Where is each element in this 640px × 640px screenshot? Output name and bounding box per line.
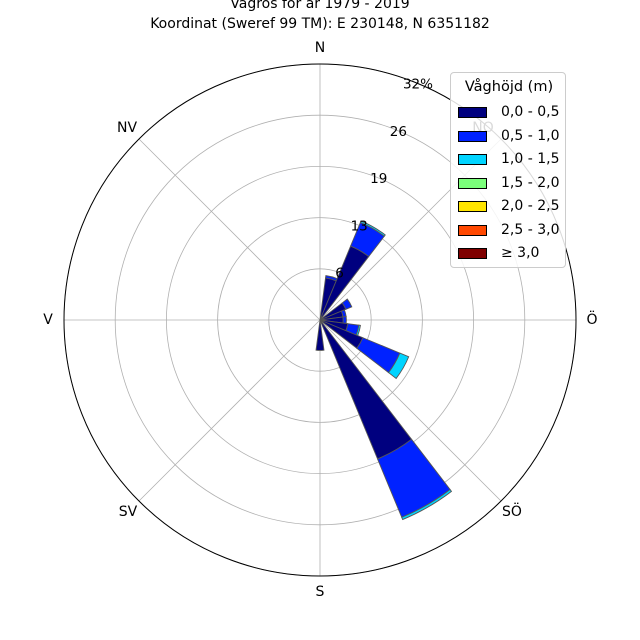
legend-swatch [458,201,487,212]
legend-title: Våghöjd (m) [464,79,554,95]
bar-segment [359,220,386,237]
outer-circle [63,63,577,577]
legend-item: 1,0 - 1,5 [458,151,566,168]
legend-label: 1,0 - 1,5 [501,151,560,167]
direction-label-o: Ö [586,310,597,328]
bar-segment [315,319,325,351]
legend-item: 2,5 - 3,0 [458,221,566,239]
chart-title: Vågros för år 1979 - 2019 Koordinat (Swe… [0,0,640,34]
legend-swatch [458,248,487,259]
legend-item: 0,5 - 1,0 [458,127,566,145]
legend-item: 0,0 - 0,5 [458,104,566,121]
legend-swatch [458,224,487,236]
direction-label-v: V [43,312,53,328]
ring-label: 13 [351,218,368,234]
ring-labels: 6 13 19 26 32% [335,76,433,281]
legend-label: 0,0 - 0,5 [501,104,560,120]
grid-spoke [138,138,321,321]
legend-label: 2,5 - 3,0 [501,221,560,238]
bar-segment [341,298,353,310]
bars [315,220,453,521]
direction-label-so: SÖ [502,502,522,520]
legend-label: 1,5 - 2,0 [501,174,560,191]
legend-label: ≥ 3,0 [501,245,540,261]
legend-label: 0,5 - 1,0 [501,127,560,144]
legend-item: 2,0 - 2,5 [458,198,566,215]
legend-swatch [458,177,487,189]
grid-spoke [319,319,502,502]
bar-segment [401,488,453,521]
legend-item: 1,5 - 2,0 [458,174,566,192]
bar-segment [342,316,347,324]
ring-label: 19 [370,171,387,187]
legend-swatch [458,130,487,142]
grid-spoke [138,319,321,502]
legend-label: 2,0 - 2,5 [501,198,560,214]
ring-label: 6 [335,266,344,282]
bar-segment [387,352,410,380]
ring-label: 32% [403,76,433,92]
ring-label: 26 [390,124,407,140]
direction-label-s: S [316,584,325,600]
legend-swatch [458,107,487,118]
direction-label-n: N [315,40,325,56]
title-line-2: Koordinat (Sweref 99 TM): E 230148, N 63… [150,16,490,32]
direction-label-sv: SV [119,504,138,520]
legend-item: ≥ 3,0 [458,245,566,262]
legend: Våghöjd (m) 0,0 - 0,5 0,5 - 1,0 1,0 - 1,… [450,72,566,268]
title-line-1: Vågros för år 1979 - 2019 [230,0,410,12]
legend-swatch [458,154,487,165]
direction-label-nv: NV [117,120,137,136]
grid-spokes [64,64,576,576]
